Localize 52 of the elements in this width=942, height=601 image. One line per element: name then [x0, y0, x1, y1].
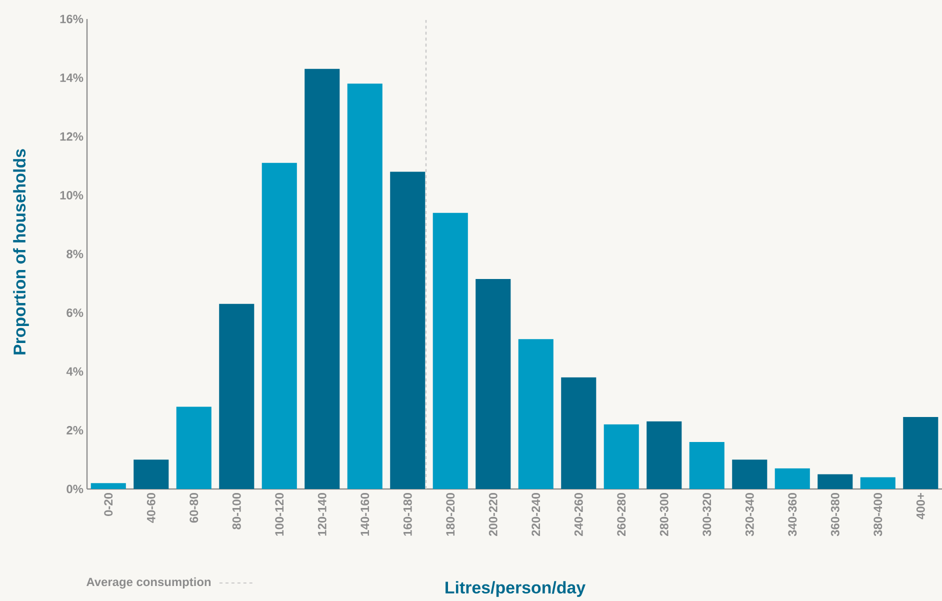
y-tick-label: 0%: [66, 484, 84, 494]
bar: [219, 304, 254, 489]
bar: [134, 460, 169, 489]
x-tick-label: 360-380: [830, 493, 840, 536]
bar: [390, 172, 426, 489]
x-tick-label: 80-100: [232, 493, 241, 530]
bar: [432, 212, 468, 489]
x-tick-label: 200-220: [488, 493, 498, 536]
bar: [518, 339, 554, 489]
text: Average consumption: [86, 577, 211, 589]
y-tick-label: 10%: [60, 191, 84, 200]
bar: [90, 483, 126, 489]
bar: [646, 421, 682, 489]
bar: [689, 442, 724, 489]
bar: [818, 474, 853, 489]
bar: [860, 477, 896, 489]
x-tick-label: 160-180: [403, 493, 412, 536]
bar: [176, 406, 212, 489]
y-tick-label: 4%: [66, 367, 84, 376]
bar: [262, 162, 297, 489]
x-tick-label: 140-160: [360, 493, 370, 536]
y-tick-label: 14%: [60, 74, 84, 82]
x-tick-label: 120-140: [318, 493, 326, 536]
y-tick-label: 6%: [66, 308, 84, 317]
y-tick-label: 16%: [60, 14, 84, 24]
x-tick-label: 400+: [916, 492, 925, 520]
x-tick-label: 300-320: [702, 493, 712, 536]
bar: [903, 417, 938, 489]
x-tick-label: 320-340: [745, 493, 754, 536]
x-tick-label: 60-80: [190, 493, 198, 523]
bar: [304, 68, 340, 489]
x-tick-label: 260-280: [617, 493, 626, 536]
bar: [476, 278, 511, 489]
x-tick-label: 40-60: [146, 493, 156, 523]
y-tick-label: 2%: [66, 426, 84, 434]
x-axis-title: Litres/person/day: [446, 581, 586, 597]
x-tick-label: 340-360: [788, 493, 797, 536]
x-tick-label: 220-240: [532, 493, 540, 536]
x-tick-label: 180-200: [446, 493, 455, 536]
y-tick-label: 12%: [60, 132, 84, 141]
x-tick-label: 280-300: [660, 493, 668, 536]
bar: [561, 377, 596, 489]
x-tick-label: 380-400: [874, 493, 882, 536]
y-axis-title: Proportion of households: [13, 149, 29, 354]
bar: [604, 424, 639, 489]
x-tick-label: 0-20: [104, 493, 113, 516]
bar: [774, 468, 810, 489]
x-tick-label: 100-120: [275, 493, 284, 536]
bar: [732, 460, 768, 489]
bar: [347, 84, 382, 489]
y-tick-label: 8%: [66, 250, 84, 258]
x-tick-label: 240-260: [574, 493, 583, 536]
